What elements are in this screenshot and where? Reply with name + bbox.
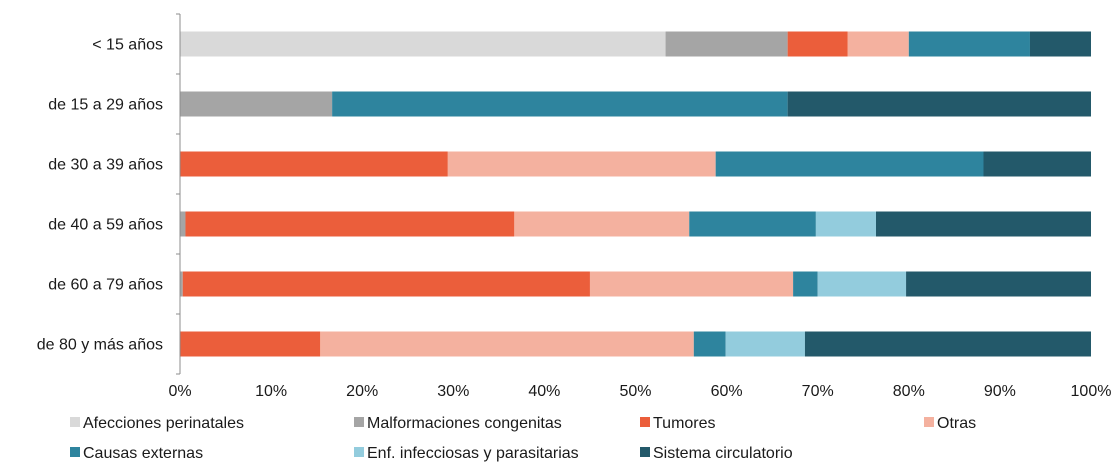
- bar-segment: [804, 331, 1091, 357]
- bar-segment: [665, 31, 788, 57]
- x-tick-label: 90%: [984, 383, 1016, 400]
- category-label: < 15 años: [92, 37, 163, 54]
- bar-segment: [787, 31, 848, 57]
- legend-label: Enf. infecciosas y parasitarias: [367, 445, 579, 462]
- x-tick-label: 20%: [346, 383, 378, 400]
- bar-segment: [693, 331, 726, 357]
- legend-swatch: [70, 447, 80, 457]
- bar-segment: [514, 211, 690, 237]
- legend-label: Afecciones perinatales: [83, 415, 244, 432]
- bar-segment: [180, 331, 321, 357]
- bars-group: [180, 31, 1091, 357]
- legend-label: Malformaciones congenitas: [367, 415, 562, 432]
- x-tick-label: 0%: [168, 383, 191, 400]
- x-tick-label: 100%: [1071, 383, 1112, 400]
- bar-segment: [689, 211, 816, 237]
- bar-segment: [180, 151, 448, 177]
- x-tick-label: 80%: [893, 383, 925, 400]
- legend-label: Tumores: [653, 415, 716, 432]
- bar-segment: [725, 331, 805, 357]
- category-label: de 30 a 39 años: [48, 157, 163, 174]
- bar-segment: [180, 271, 183, 297]
- legend-swatch: [924, 417, 934, 427]
- category-label: de 40 a 59 años: [48, 217, 163, 234]
- axes-group: [176, 13, 181, 375]
- bar-segment: [332, 91, 788, 117]
- legend-swatch: [354, 447, 364, 457]
- category-label: de 15 a 29 años: [48, 97, 163, 114]
- bar-segment: [447, 151, 716, 177]
- bar-segment: [793, 271, 818, 297]
- legend-label: Causas externas: [83, 445, 203, 462]
- legend-label: Otras: [937, 415, 976, 432]
- bar-segment: [908, 31, 1030, 57]
- legend: Afecciones perinatales Malformaciones con…: [70, 415, 976, 462]
- bar-segment: [715, 151, 984, 177]
- x-tick-label: 10%: [255, 383, 287, 400]
- legend-label: Sistema circulatorio: [653, 445, 793, 462]
- x-tick-label: 50%: [619, 383, 651, 400]
- bar-segment: [876, 211, 1091, 237]
- legend-swatch: [640, 447, 650, 457]
- bar-segment: [180, 91, 333, 117]
- x-tick-label: 30%: [437, 383, 469, 400]
- x-tick-label: 40%: [528, 383, 560, 400]
- bar-segment: [182, 271, 590, 297]
- legend-swatch: [354, 417, 364, 427]
- bar-segment: [180, 211, 186, 237]
- bar-segment: [906, 271, 1091, 297]
- x-tick-label: 70%: [802, 383, 834, 400]
- x-tick-label: 60%: [711, 383, 743, 400]
- bar-segment: [589, 271, 794, 297]
- bar-segment: [817, 271, 907, 297]
- bar-segment: [815, 211, 877, 237]
- legend-swatch: [640, 417, 650, 427]
- bar-segment: [180, 31, 666, 57]
- category-label: de 80 y más años: [37, 337, 163, 354]
- bar-segment: [983, 151, 1091, 177]
- x-tick-labels: 0% 10% 20% 30% 40% 50% 60% 70% 80% 90% 100%: [168, 383, 1111, 400]
- bar-segment: [1029, 31, 1091, 57]
- bar-segment: [320, 331, 694, 357]
- legend-swatch: [70, 417, 80, 427]
- category-label: de 60 a 79 años: [48, 277, 163, 294]
- bar-segment: [185, 211, 515, 237]
- bar-segment: [847, 31, 909, 57]
- category-labels: < 15 años de 15 a 29 años de 30 a 39 años d…: [37, 37, 163, 354]
- bar-segment: [787, 91, 1091, 117]
